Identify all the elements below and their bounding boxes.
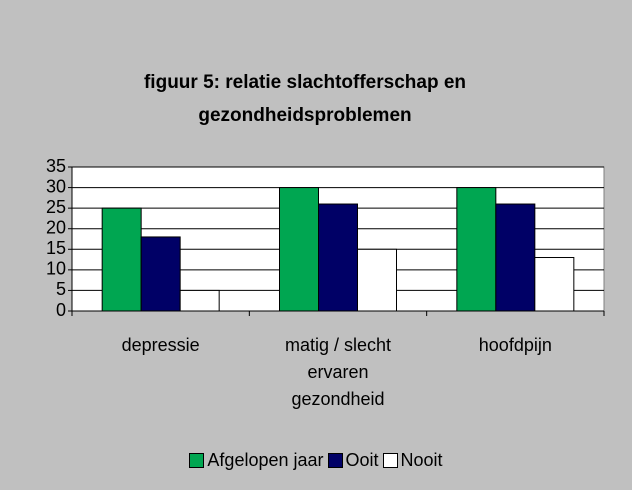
bar <box>495 203 536 312</box>
x-tick-label: depressie <box>121 335 200 355</box>
legend-item: Ooit <box>327 450 379 471</box>
legend-label: Afgelopen jaar <box>207 450 324 470</box>
legend-item: Nooit <box>382 450 443 471</box>
y-tick-label: 30 <box>46 176 66 196</box>
y-tick-label: 15 <box>46 238 66 258</box>
legend-swatch <box>189 453 205 468</box>
y-tick-label: 10 <box>46 259 66 279</box>
x-tick-label: hoofdpijn <box>478 335 552 355</box>
bar <box>140 236 181 312</box>
chart-title: figuur 5: relatie slachtofferschap en ge… <box>143 72 467 126</box>
legend: Afgelopen jaar Ooit Nooit <box>0 450 632 473</box>
bar <box>101 207 142 312</box>
bar <box>279 187 319 312</box>
bar <box>357 248 397 312</box>
y-tick-label: 25 <box>46 197 66 217</box>
bar <box>318 203 358 312</box>
legend-swatch <box>382 453 398 468</box>
bar <box>456 187 497 312</box>
bar <box>179 289 220 312</box>
legend-label: Ooit <box>345 450 379 470</box>
y-tick-label: 35 <box>46 156 66 176</box>
legend-swatch <box>327 453 343 468</box>
bar <box>534 257 575 312</box>
y-tick-label: 0 <box>56 300 66 320</box>
legend-label: Nooit <box>400 450 443 470</box>
x-tick-label: matig / slecht ervaren gezondheid <box>284 335 392 409</box>
legend-item: Afgelopen jaar <box>189 450 324 471</box>
y-tick-label: 20 <box>46 217 66 237</box>
y-tick-label: 5 <box>56 279 66 299</box>
